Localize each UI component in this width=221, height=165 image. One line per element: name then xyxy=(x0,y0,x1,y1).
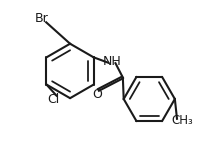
Text: Cl: Cl xyxy=(48,93,60,106)
Text: CH₃: CH₃ xyxy=(171,114,193,127)
Text: O: O xyxy=(92,88,102,100)
Text: Br: Br xyxy=(35,13,49,25)
Text: NH: NH xyxy=(103,55,121,68)
